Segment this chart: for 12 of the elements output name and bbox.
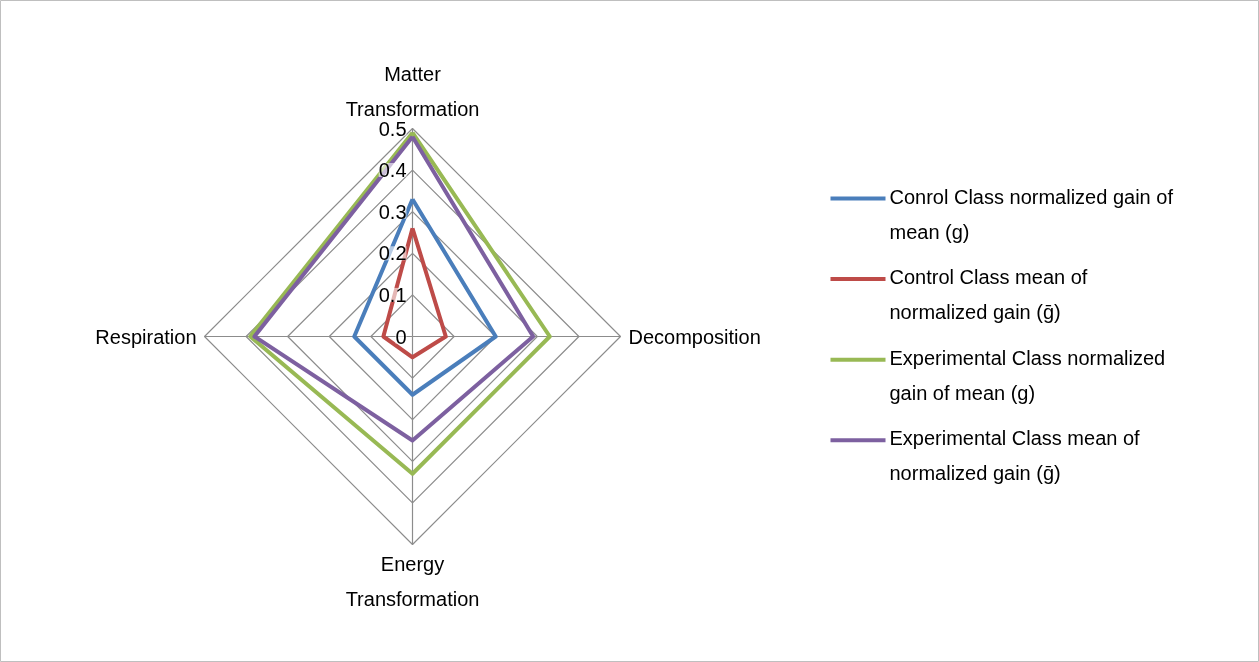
- y-tick-label: 0.4: [378, 159, 407, 182]
- legend-label: Experimental Class mean of normalized gain (ḡ): [889, 427, 1141, 485]
- y-tick-label: 0.2: [378, 242, 407, 265]
- legend-label: Experimental Class normalized gain of mean (g): [889, 346, 1166, 404]
- spoke-label: Energy Transformation: [345, 552, 480, 610]
- y-tick-label: 0.3: [378, 200, 407, 223]
- y-tick-label: 0.1: [378, 283, 407, 306]
- y-tick-label: 0: [395, 325, 407, 348]
- legend-label: Control Class mean of normalized gain (ḡ): [889, 266, 1088, 324]
- spoke-label: Decomposition: [628, 325, 761, 348]
- legend-label: Conrol Class normalized gain of mean (g): [889, 185, 1174, 243]
- spoke-label: Respiration: [95, 325, 197, 348]
